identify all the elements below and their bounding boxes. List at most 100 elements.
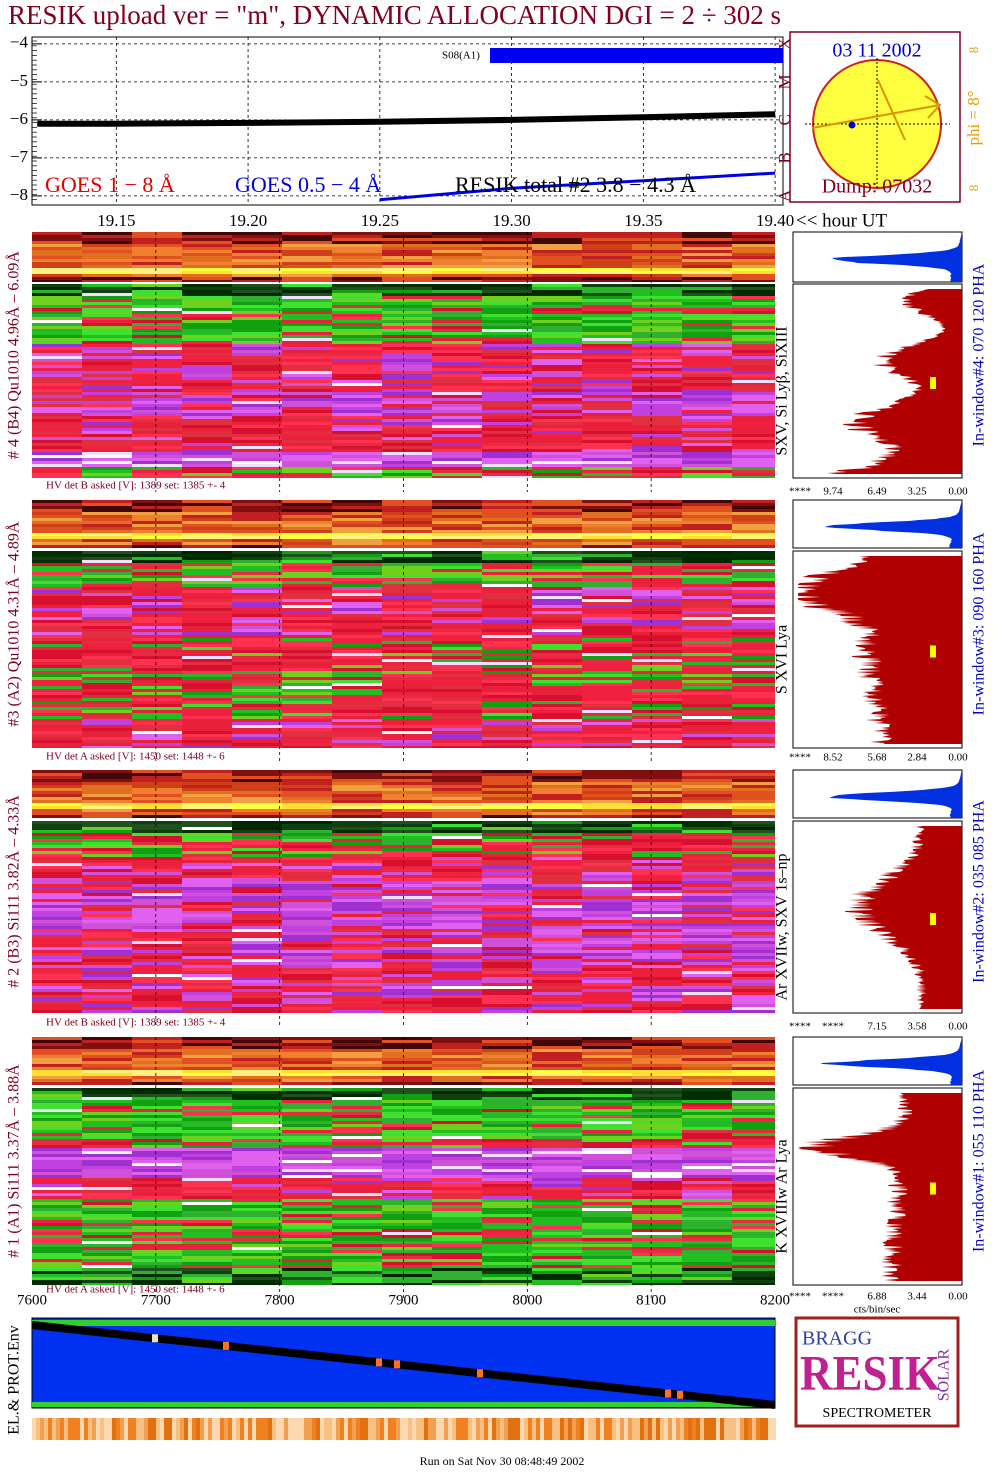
- spectrogram-cell: [32, 464, 82, 467]
- spectrogram-cell: [282, 821, 332, 824]
- spectrogram-cell: [632, 851, 682, 854]
- spectrogram-cell: [632, 689, 682, 692]
- strip-cell: [482, 539, 532, 542]
- spectrogram-cell: [332, 899, 382, 902]
- spectrogram-cell: [32, 743, 82, 746]
- spectrogram-cell: [732, 833, 775, 836]
- spectrogram-cell: [632, 962, 682, 965]
- spectrogram-cell: [82, 935, 132, 938]
- spectrogram-cell: [432, 557, 482, 560]
- spectrogram-cell: [482, 746, 532, 748]
- spectrogram-cell: [132, 575, 182, 578]
- spectrogram-cell: [432, 458, 482, 461]
- spectrogram-cell: [32, 1160, 82, 1163]
- spectrogram-cell: [332, 881, 382, 884]
- spectrogram-cell: [332, 344, 382, 347]
- spectrogram-cell: [632, 392, 682, 395]
- spectrogram-cell: [682, 1253, 732, 1256]
- spectrogram-cell: [482, 602, 532, 605]
- spectrogram-cell: [82, 290, 132, 293]
- spectrogram-cell: [582, 977, 632, 980]
- spectrogram-cell: [82, 422, 132, 425]
- spectrogram-cell: [282, 455, 332, 458]
- spectrogram-cell: [382, 365, 432, 368]
- strip-cell: [182, 530, 232, 533]
- strip-cell: [582, 803, 632, 806]
- spectrogram-cell: [332, 725, 382, 728]
- spectrogram-cell: [432, 1259, 482, 1262]
- strip-cell: [682, 280, 732, 282]
- spectrogram-cell: [282, 650, 332, 653]
- strip-cell: [32, 241, 82, 244]
- spectrogram-cell: [82, 941, 132, 944]
- strip-cell: [182, 271, 232, 274]
- spectrogram-cell: [232, 326, 282, 329]
- spectrogram-cell: [182, 1124, 232, 1127]
- spectrogram-cell: [432, 998, 482, 1001]
- spectrogram-cell: [682, 923, 732, 926]
- spectrogram-cell: [32, 350, 82, 353]
- spectrogram-cell: [682, 587, 732, 590]
- spectrogram-cell: [482, 1193, 532, 1196]
- strip-cell: [282, 253, 332, 256]
- spectrogram-cell: [732, 386, 775, 389]
- spectrogram-cell: [632, 383, 682, 386]
- strip-cell: [232, 539, 282, 542]
- spectrogram-cell: [632, 605, 682, 608]
- strip-cell: [732, 803, 775, 806]
- spectrogram-cell: [332, 740, 382, 743]
- spectrogram-cell: [732, 569, 775, 572]
- spectrogram-cell: [732, 1232, 775, 1235]
- spectrogram-cell: [432, 728, 482, 731]
- spectrogram-cell: [382, 329, 432, 332]
- strip-cell: [532, 271, 582, 274]
- spectrogram-cell: [282, 737, 332, 740]
- spectrogram-cell: [582, 707, 632, 710]
- spectrogram-cell: [482, 1088, 532, 1091]
- spectrogram-cell: [532, 443, 582, 446]
- spectrogram-cell: [732, 632, 775, 635]
- strip-cell: [382, 1049, 432, 1052]
- strip-cell: [432, 545, 482, 548]
- spectrogram-cell: [532, 437, 582, 440]
- spectrogram-cell: [632, 410, 682, 413]
- spectrogram-cell: [182, 1232, 232, 1235]
- hist-tick-label: 9.74: [823, 486, 843, 498]
- spectrogram-cell: [582, 740, 632, 743]
- spectrogram-cell: [382, 401, 432, 404]
- strip-cell: [232, 812, 282, 815]
- spectrogram-cell: [632, 710, 682, 713]
- spectrogram-cell: [582, 1166, 632, 1169]
- spectrogram-cell: [332, 974, 382, 977]
- strip-cell: [282, 797, 332, 800]
- spectrogram-cell: [532, 317, 582, 320]
- spectrogram-cell: [132, 965, 182, 968]
- spectrogram-cell: [582, 365, 632, 368]
- strip-cell: [632, 1055, 682, 1058]
- spectrogram-cell: [332, 551, 382, 554]
- spectrogram-cell: [532, 995, 582, 998]
- spectrogram-cell: [132, 968, 182, 971]
- spectrogram-cell: [282, 965, 332, 968]
- spectrogram-cell: [432, 383, 482, 386]
- strip-cell: [732, 788, 775, 791]
- spectrogram-cell: [732, 995, 775, 998]
- spectrogram: [32, 1037, 775, 1285]
- spectrogram-cell: [82, 848, 132, 851]
- spectrogram-cell: [232, 1214, 282, 1217]
- strip-cell: [582, 500, 632, 503]
- spectrogram-cell: [232, 971, 282, 974]
- spectrogram-cell: [182, 1259, 232, 1262]
- spectrogram-cell: [232, 977, 282, 980]
- spectrogram-cell: [82, 584, 132, 587]
- strip-cell: [432, 800, 482, 803]
- spectrogram-cell: [82, 467, 132, 470]
- spectrogram-cell: [182, 572, 232, 575]
- spectrogram-cell: [282, 308, 332, 311]
- hv-label: HV det A asked [V]: 1450 set: 1448 +- 6: [46, 751, 225, 763]
- spectrogram-cell: [132, 1163, 182, 1166]
- strip-cell: [282, 545, 332, 548]
- strip-cell: [282, 256, 332, 259]
- spectrogram-cell: [32, 1130, 82, 1133]
- spectrogram-cell: [732, 317, 775, 320]
